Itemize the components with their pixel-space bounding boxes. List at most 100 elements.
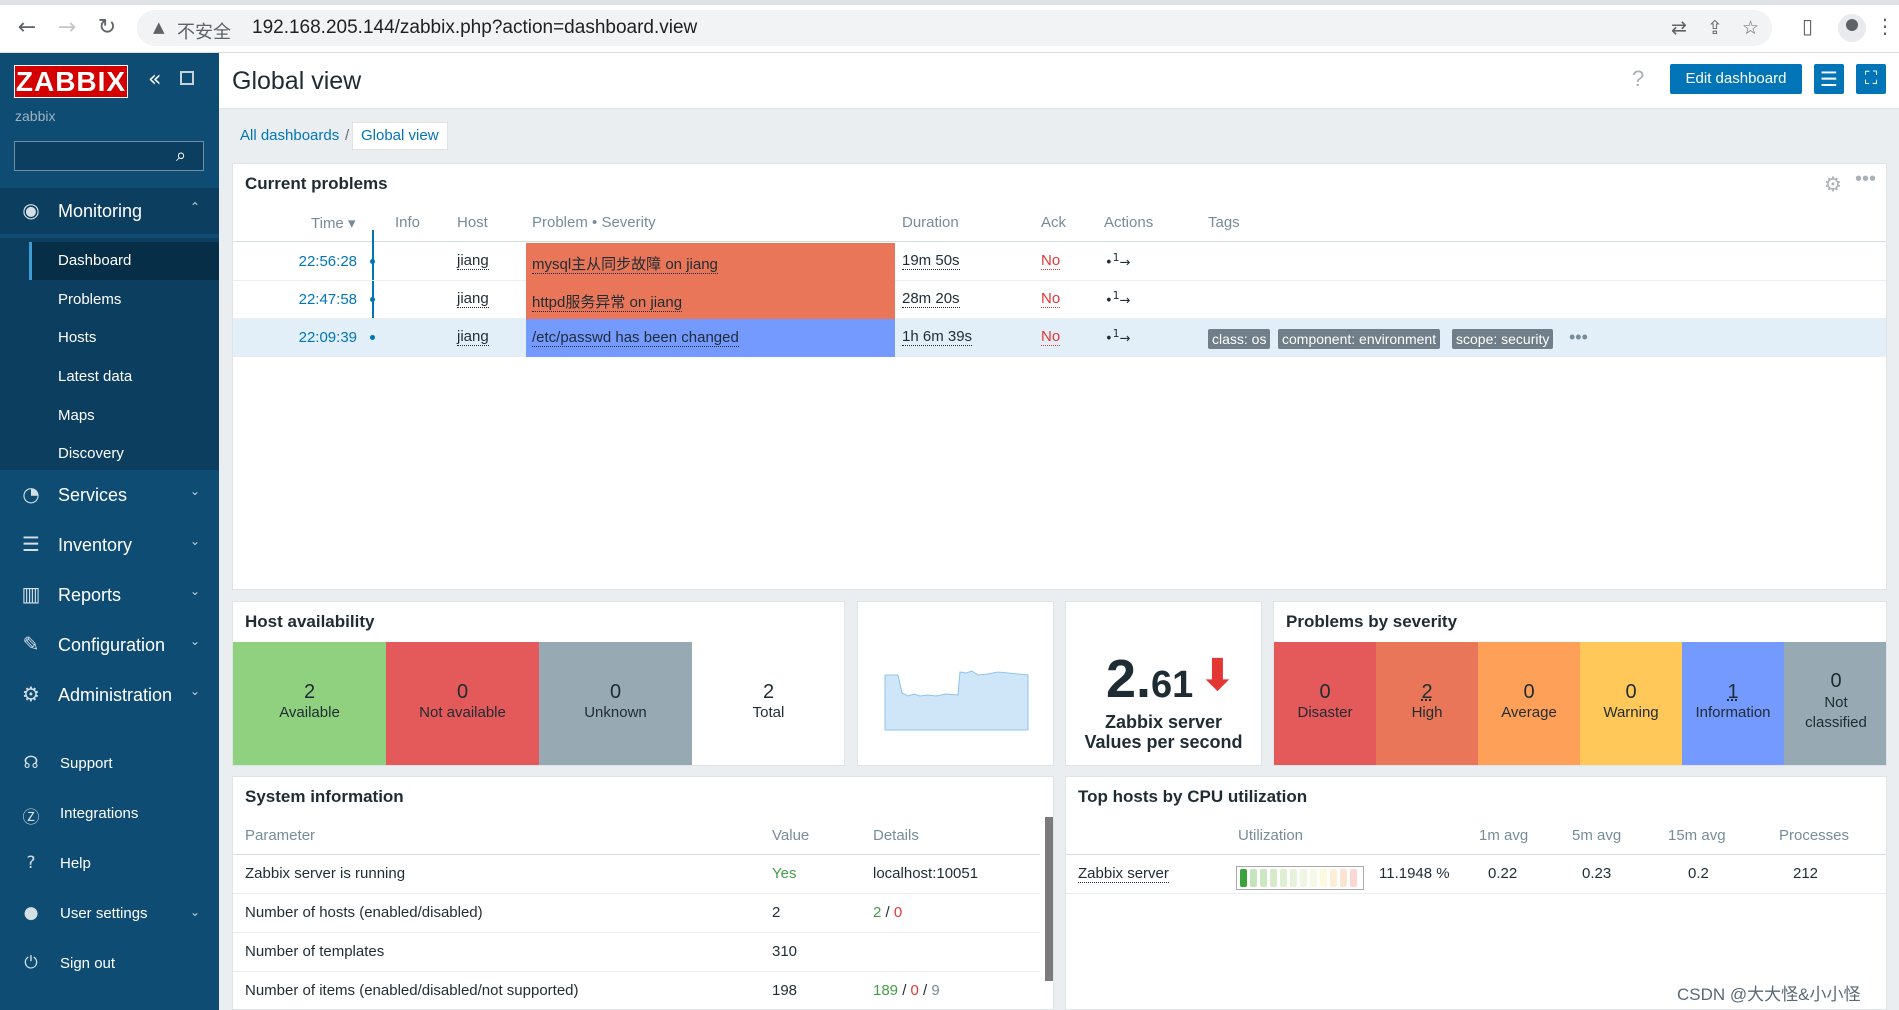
problem-name[interactable]: httpd服务异常 on jiang [526, 281, 895, 319]
problem-tag[interactable]: scope: security [1452, 329, 1554, 349]
submenu-dashboard[interactable]: Dashboard [29, 242, 219, 280]
chevron-down-icon: ⌄ [190, 484, 201, 498]
problem-host[interactable]: jiang [457, 290, 489, 308]
actions-icon[interactable]: •1→ [1105, 251, 1131, 271]
submenu-maps[interactable]: Maps [29, 397, 219, 435]
actions-icon[interactable]: •1→ [1105, 327, 1131, 347]
problem-ack[interactable]: No [1041, 290, 1061, 308]
label: Not available [419, 704, 506, 721]
profile-avatar-icon[interactable] [1838, 14, 1866, 42]
host-name[interactable]: Zabbix server [1078, 865, 1169, 883]
menu-sign-out[interactable]: ⏻ Sign out [0, 944, 219, 984]
severity-information[interactable]: 1 Information [1682, 642, 1784, 765]
problem-text[interactable]: httpd服务异常 on jiang [532, 294, 683, 312]
search-icon[interactable]: ⌕ [176, 145, 187, 166]
gear-icon: ⚙ [22, 682, 40, 706]
menu-administration[interactable]: ⚙ Administration ⌄ [0, 672, 219, 718]
breadcrumb-all-dashboards[interactable]: All dashboards [240, 127, 340, 144]
sparkline-graph[interactable] [858, 602, 1054, 766]
problem-ack[interactable]: No [1041, 252, 1061, 270]
breadcrumb-current[interactable]: Global view [352, 122, 448, 150]
translate-icon[interactable]: ⇄ [1671, 17, 1687, 39]
availability-available[interactable]: 2 Available [233, 642, 386, 765]
problem-duration[interactable]: 19m 50s [902, 252, 960, 270]
problem-tag[interactable]: class: os [1208, 329, 1271, 349]
menu-integrations[interactable]: Ⓩ Integrations [0, 794, 219, 834]
menu-user-settings[interactable]: ● User settings ⌄ [0, 894, 219, 934]
severity-not-classified[interactable]: 0 Not classified [1784, 642, 1886, 765]
problem-time[interactable]: 22:56:28 [298, 253, 357, 270]
table-row: 22:47:58 jiang httpd服务异常 on jiang 28m 20… [233, 281, 1886, 319]
severity-warning[interactable]: 0 Warning [1580, 642, 1682, 765]
severity-high[interactable]: 2 High [1376, 642, 1478, 765]
availability-not-available[interactable]: 0 Not available [386, 642, 539, 765]
problem-host[interactable]: jiang [457, 328, 489, 346]
sidebar-search-input[interactable] [14, 141, 204, 171]
widget-more-icon[interactable]: ••• [1855, 168, 1877, 190]
problem-tag[interactable]: component: environment [1278, 329, 1441, 349]
problem-ack[interactable]: No [1041, 328, 1061, 346]
forward-icon[interactable]: → [57, 15, 77, 40]
chevron-down-icon: ⌄ [190, 634, 201, 648]
table-row: 22:56:28 jiang mysql主从同步故障 on jiang 19m … [233, 243, 1886, 281]
submenu-hosts[interactable]: Hosts [29, 319, 219, 357]
kiosk-mode-icon[interactable]: ⛶ [1856, 64, 1886, 94]
utilization-segment [1260, 869, 1267, 887]
bookmark-star-icon[interactable]: ☆ [1742, 17, 1760, 39]
side-panel-icon[interactable]: ▯ [1802, 14, 1814, 38]
count[interactable]: 2 [1421, 681, 1433, 703]
more-tags-icon[interactable]: ••• [1569, 327, 1588, 347]
menu-configuration[interactable]: ✎ Configuration ⌄ [0, 622, 219, 668]
collapse-sidebar-icon[interactable]: « [148, 67, 162, 92]
problem-name[interactable]: /etc/passwd has been changed [526, 319, 895, 357]
problem-duration[interactable]: 1h 6m 39s [902, 328, 973, 346]
problem-duration[interactable]: 28m 20s [902, 290, 960, 308]
menu-inventory[interactable]: ☰ Inventory ⌄ [0, 522, 219, 568]
problem-time[interactable]: 22:47:58 [298, 291, 357, 308]
col-time[interactable]: Time ▾ [311, 215, 356, 232]
col-utilization: Utilization [1238, 827, 1304, 844]
hide-sidebar-icon[interactable] [180, 71, 194, 85]
reload-icon[interactable]: ↻ [97, 15, 117, 40]
scrollbar[interactable] [1045, 817, 1053, 981]
chevron-down-icon: ⌄ [190, 905, 201, 919]
actions-icon[interactable]: •1→ [1105, 289, 1131, 309]
submenu-discovery[interactable]: Discovery [29, 435, 219, 473]
problem-name[interactable]: mysql主从同步故障 on jiang [526, 243, 895, 281]
availability-unknown[interactable]: 0 Unknown [539, 642, 692, 765]
share-icon[interactable]: ⇪ [1707, 17, 1723, 39]
details: 2 / 0 [873, 904, 903, 921]
back-icon[interactable]: ← [17, 15, 37, 40]
submenu-latest-data[interactable]: Latest data [29, 358, 219, 396]
table-row: Number of hosts (enabled/disabled) 2 2 /… [233, 894, 1040, 933]
browser-menu-icon[interactable]: ⋮ [1875, 14, 1895, 38]
edit-dashboard-button[interactable]: Edit dashboard [1670, 64, 1802, 94]
dashboard-actions-menu-icon[interactable]: ☰ [1814, 64, 1844, 94]
top-hosts-widget: Top hosts by CPU utilization Utilization… [1065, 776, 1887, 1010]
menu-help[interactable]: ? Help [0, 844, 219, 884]
severity-disaster[interactable]: 0 Disaster [1274, 642, 1376, 765]
menu-monitoring[interactable]: ◉ Monitoring ⌃ [0, 188, 219, 234]
availability-total[interactable]: 2 Total [692, 642, 844, 765]
address-bar[interactable]: ▲ 不安全 192.168.205.144/zabbix.php?action=… [137, 10, 1772, 46]
problem-text[interactable]: /etc/passwd has been changed [532, 329, 739, 347]
submenu-problems[interactable]: Problems [29, 281, 219, 319]
zabbix-logo[interactable]: ZABBIX [14, 65, 128, 98]
count: 0 [1625, 681, 1637, 703]
col-host[interactable]: Host [457, 214, 488, 231]
count[interactable]: 1 [1727, 681, 1739, 703]
col-problem-severity[interactable]: Problem • Severity [532, 214, 656, 231]
menu-services[interactable]: ◔ Services ⌄ [0, 472, 219, 518]
menu-support[interactable]: ☊ Support [0, 744, 219, 784]
widget-settings-icon[interactable]: ⚙ [1824, 172, 1842, 196]
problem-host[interactable]: jiang [457, 252, 489, 270]
help-question-icon[interactable]: ? [1632, 66, 1645, 91]
actions-count: 1 [1112, 327, 1120, 340]
timeline-line [372, 230, 374, 344]
url-text[interactable]: 192.168.205.144/zabbix.php?action=dashbo… [252, 17, 698, 38]
severity-average[interactable]: 0 Average [1478, 642, 1580, 765]
problem-time[interactable]: 22:09:39 [298, 329, 357, 346]
problem-text[interactable]: mysql主从同步故障 on jiang [532, 256, 718, 274]
menu-label: Reports [58, 585, 122, 605]
menu-reports[interactable]: ▥ Reports ⌄ [0, 572, 219, 618]
